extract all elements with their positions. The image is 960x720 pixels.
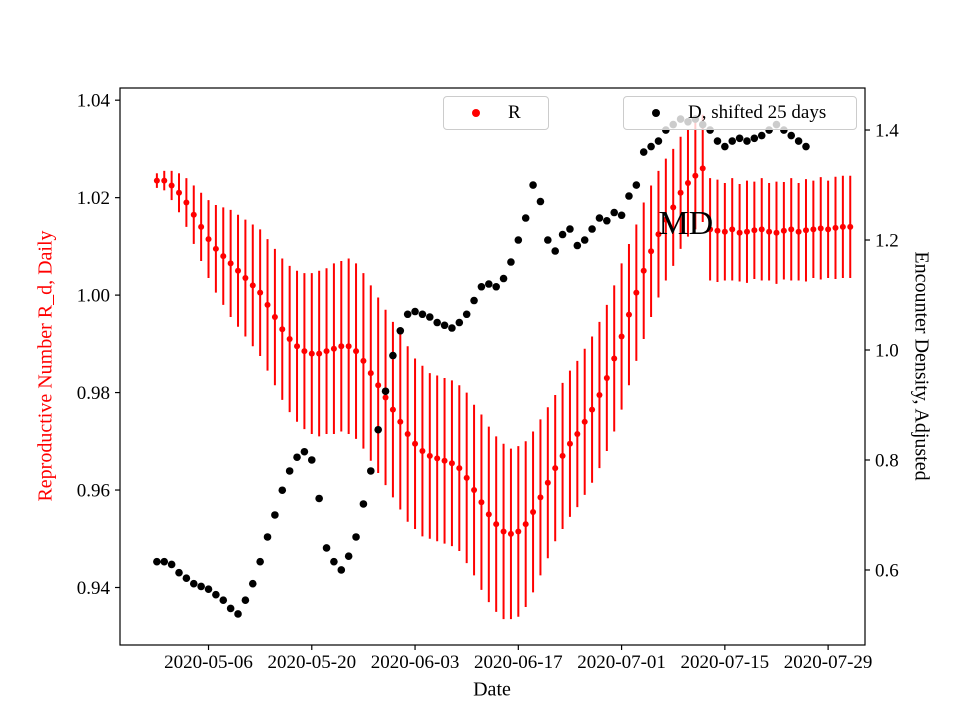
left-y-axis-label: Reproductive Number R_d, Daily <box>34 230 57 502</box>
right-axis-ticks: 1.4 1.2 1.0 0.8 0.6 <box>865 121 899 581</box>
x-tick-label: 2020-07-01 <box>577 652 666 673</box>
right-y-axis-label: Encounter Density, Adjusted <box>910 251 933 481</box>
r-points-group <box>153 165 854 537</box>
x-axis-label: Date <box>473 678 511 701</box>
right-y-tick-label: 0.8 <box>875 450 899 471</box>
legend-r-handle <box>456 109 496 117</box>
legend-r-label: R <box>508 102 521 123</box>
legend-d-label: D, shifted 25 days <box>688 102 827 123</box>
right-y-tick-label: 1.2 <box>875 231 899 252</box>
d-points-group <box>153 115 810 618</box>
r-series-marker-icon <box>472 109 480 117</box>
x-tick-label: 2020-06-03 <box>371 652 460 673</box>
left-y-tick-label: 0.98 <box>77 383 110 404</box>
right-y-tick-label: 1.4 <box>875 121 899 142</box>
md-annotation: MD <box>658 205 714 243</box>
left-axis-ticks: 1.04 1.02 1.00 0.98 0.96 0.94 <box>77 91 120 599</box>
x-tick-label: 2020-06-17 <box>474 652 563 673</box>
left-y-tick-label: 1.00 <box>77 286 110 307</box>
r-error-bars-group <box>155 114 852 620</box>
left-y-tick-label: 1.04 <box>77 91 111 112</box>
x-tick-label: 2020-07-29 <box>784 652 873 673</box>
right-y-tick-label: 0.6 <box>875 560 899 581</box>
plot-frame <box>119 87 866 646</box>
left-y-tick-label: 0.96 <box>77 481 110 502</box>
x-tick-label: 2020-05-20 <box>267 652 356 673</box>
legend-d: D, shifted 25 days <box>623 96 857 130</box>
x-tick-label: 2020-07-15 <box>681 652 770 673</box>
left-y-tick-label: 0.94 <box>77 578 111 599</box>
x-axis-ticks: 2020-05-06 2020-05-20 2020-06-03 2020-06-17… <box>164 645 872 673</box>
right-y-tick-label: 1.0 <box>875 341 899 362</box>
x-tick-label: 2020-05-06 <box>164 652 253 673</box>
left-y-tick-label: 1.02 <box>77 188 110 209</box>
legend-d-handle <box>636 109 676 117</box>
d-series-marker-icon <box>652 109 660 117</box>
legend-r: R <box>443 96 549 130</box>
